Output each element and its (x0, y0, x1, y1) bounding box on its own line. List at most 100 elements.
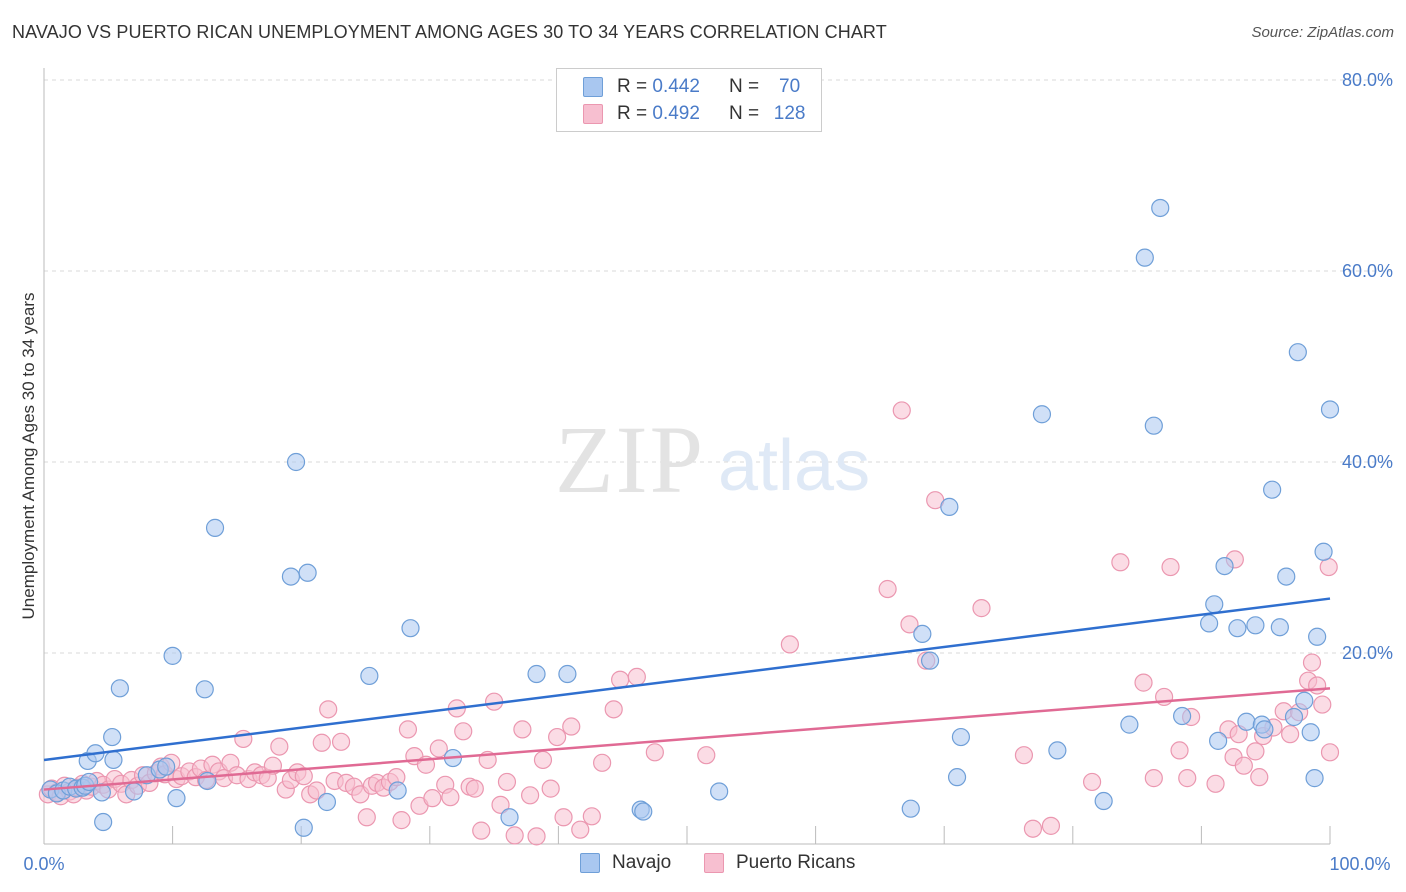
point-puerto-ricans (1206, 774, 1225, 793)
point-navajo (1314, 542, 1333, 561)
watermark-zip: ZIP (555, 406, 705, 513)
legend-row-navajo: R = 0.442 N = 70 (583, 74, 810, 100)
point-navajo (294, 818, 313, 837)
point-puerto-ricans (1313, 695, 1332, 714)
point-navajo (1320, 400, 1340, 419)
point-navajo (1305, 769, 1324, 788)
watermark: ZIP atlas (555, 406, 870, 513)
bottom-legend-label-puerto-ricans: Puerto Ricans (736, 852, 856, 873)
series-navajo-points (41, 198, 1340, 837)
point-puerto-ricans (900, 615, 919, 634)
point-navajo (1255, 720, 1274, 739)
point-navajo (1205, 595, 1224, 614)
point-navajo (920, 651, 940, 670)
y-tick-label: 60.0% (1342, 261, 1393, 281)
point-navajo (1301, 723, 1320, 742)
point-navajo (401, 619, 420, 638)
point-puerto-ricans (491, 795, 510, 814)
point-navajo (157, 757, 176, 776)
trend-lines (43, 597, 1331, 791)
point-puerto-ricans (593, 753, 612, 772)
point-puerto-ricans (357, 808, 376, 827)
point-puerto-ricans (319, 700, 338, 719)
point-puerto-ricans (1014, 746, 1034, 765)
point-navajo (167, 789, 186, 808)
point-navajo (1120, 715, 1139, 734)
point-navajo (281, 567, 301, 586)
point-navajo (1295, 691, 1314, 710)
point-navajo (1151, 198, 1170, 218)
point-puerto-ricans (505, 826, 524, 845)
point-navajo (110, 679, 129, 698)
point-puerto-ricans (627, 667, 646, 686)
point-puerto-ricans (1302, 653, 1322, 672)
legend-r-value-navajo: 0.442 (652, 76, 700, 97)
point-puerto-ricans (1170, 741, 1189, 760)
point-navajo (317, 792, 337, 812)
point-puerto-ricans (697, 746, 716, 765)
point-puerto-ricans (270, 737, 289, 756)
point-puerto-ricans (294, 767, 313, 786)
point-puerto-ricans (582, 807, 601, 826)
point-puerto-ricans (541, 779, 560, 798)
point-puerto-ricans (972, 599, 991, 618)
point-navajo (298, 563, 317, 582)
y-tick-label: 80.0% (1342, 70, 1393, 90)
point-puerto-ricans (1178, 769, 1197, 788)
point-navajo (1094, 791, 1113, 811)
point-navajo (951, 727, 971, 747)
bottom-legend-navajo: Navajo (580, 852, 671, 874)
point-puerto-ricans (878, 579, 897, 599)
point-navajo (1135, 248, 1154, 267)
point-navajo (558, 664, 577, 684)
point-navajo (527, 664, 546, 684)
gridlines (44, 79, 1392, 654)
point-navajo (1284, 707, 1304, 727)
point-navajo (1270, 618, 1289, 637)
legend-n-label: N = (728, 103, 760, 124)
point-puerto-ricans (780, 635, 799, 654)
x-tick-label-min: 0.0% (23, 854, 64, 874)
point-navajo (1228, 619, 1247, 638)
point-puerto-ricans (398, 720, 418, 739)
point-navajo (940, 497, 959, 516)
point-puerto-ricans (513, 720, 532, 739)
y-tick-label: 20.0% (1342, 643, 1393, 663)
point-navajo (1144, 416, 1163, 435)
point-puerto-ricans (331, 732, 351, 751)
point-navajo (710, 782, 729, 801)
bottom-legend-puerto-ricans: Puerto Ricans (704, 852, 855, 874)
point-navajo (195, 680, 214, 699)
point-puerto-ricans (392, 811, 411, 830)
point-navajo (124, 782, 144, 801)
watermark-atlas: atlas (718, 426, 870, 506)
point-puerto-ricans (892, 401, 911, 420)
point-puerto-ricans (465, 779, 484, 798)
legend-row-puerto-ricans: R = 0.492 N = 128 (583, 101, 810, 127)
point-puerto-ricans (429, 739, 448, 758)
bottom-legend: Navajo Puerto Ricans (0, 852, 1406, 878)
series-puerto-ricans-points (38, 401, 1340, 846)
bottom-legend-swatch-navajo (580, 853, 600, 873)
point-puerto-ricans (1134, 673, 1153, 692)
point-puerto-ricans (521, 786, 540, 805)
point-puerto-ricans (554, 808, 573, 827)
legend-swatch-navajo (583, 77, 603, 97)
legend-n-label: N = (728, 76, 760, 97)
point-puerto-ricans (604, 700, 623, 719)
bottom-legend-label-navajo: Navajo (612, 852, 672, 873)
point-navajo (1308, 627, 1327, 646)
point-navajo (1277, 567, 1296, 586)
point-navajo (947, 768, 967, 787)
point-puerto-ricans (1234, 756, 1253, 775)
point-navajo (1246, 616, 1265, 635)
point-puerto-ricans (1246, 742, 1265, 761)
legend: R = 0.442 N = 70 R = 0.492 N = 128 (556, 68, 822, 132)
point-puerto-ricans (1250, 768, 1269, 787)
point-navajo (901, 799, 920, 818)
point-navajo (1215, 556, 1234, 576)
point-puerto-ricans (1281, 725, 1300, 744)
point-navajo (1200, 614, 1219, 633)
point-navajo (1237, 712, 1256, 731)
point-navajo (500, 808, 519, 827)
